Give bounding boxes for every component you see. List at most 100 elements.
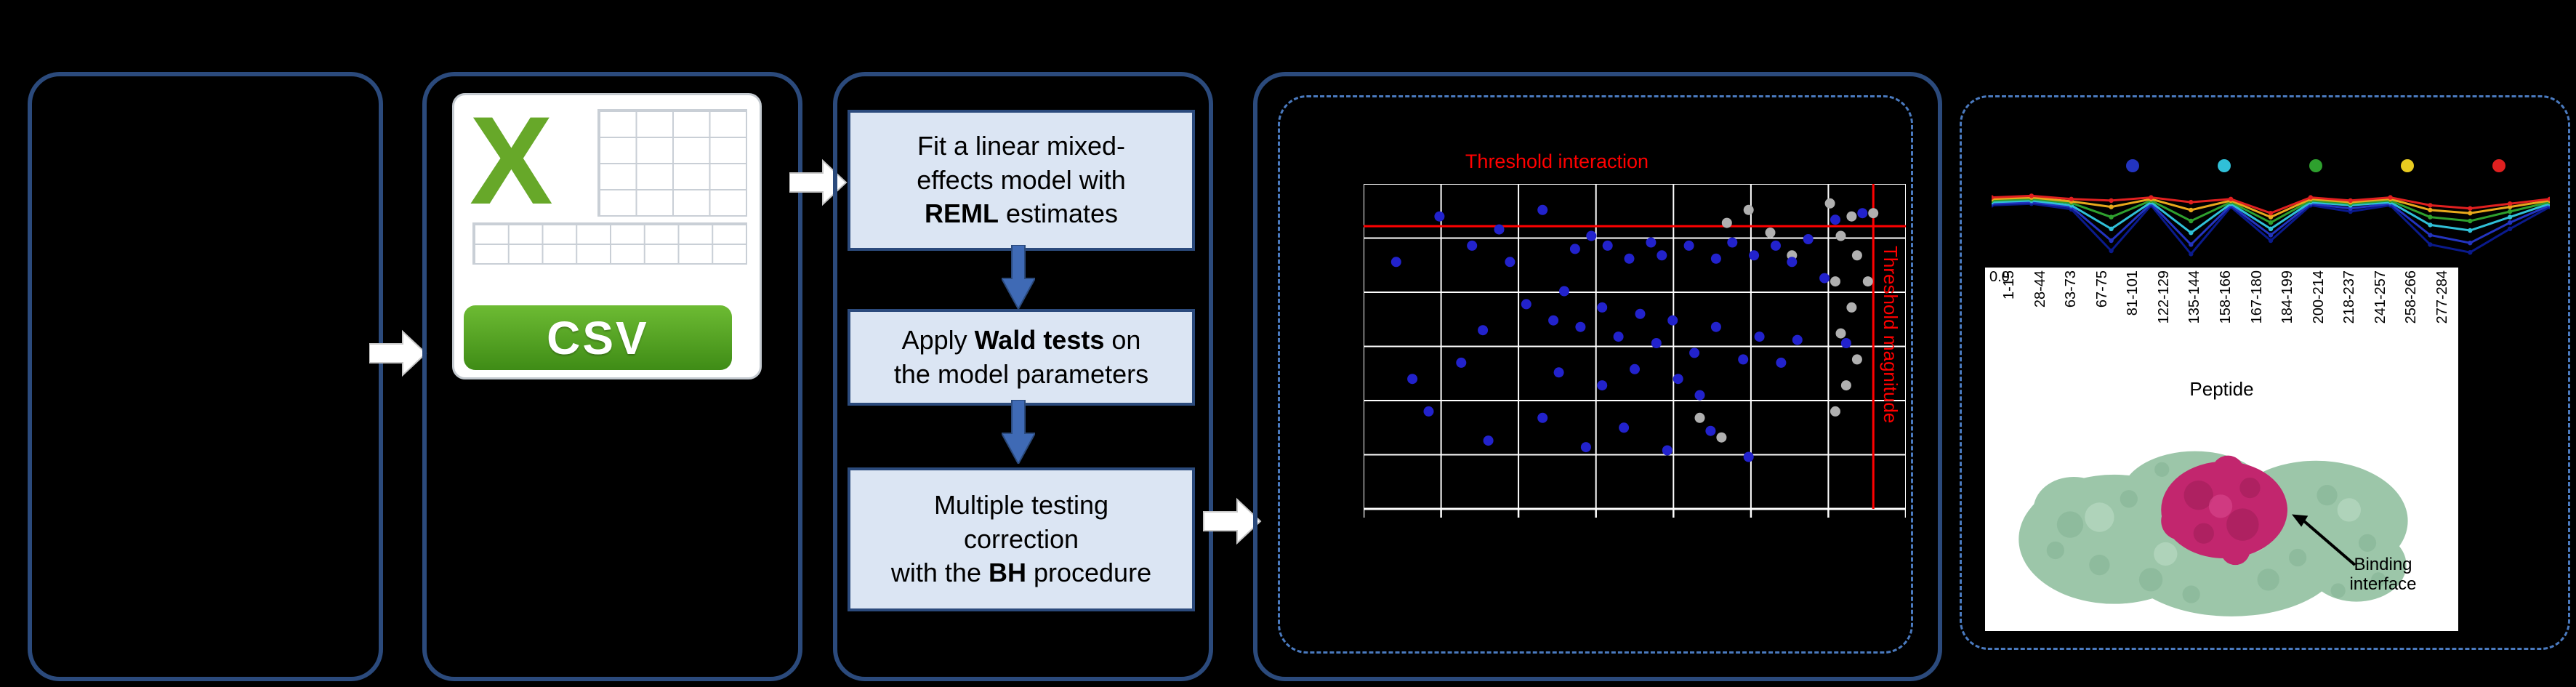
volcano-plot: Threshold interaction Threshold magnitud…	[1362, 150, 1907, 520]
series-point	[2468, 228, 2473, 233]
series-point	[2428, 233, 2433, 238]
scatter-point-gray	[1835, 328, 1846, 339]
series-point	[1992, 195, 1995, 200]
legend-dot	[2401, 159, 2414, 172]
peptide-tick-label: 28-44	[2032, 270, 2048, 308]
scatter-point-gray	[1846, 302, 1857, 313]
scatter-point-gray	[1840, 380, 1851, 391]
scatter-point-gray	[1846, 211, 1857, 222]
scatter-point-gray	[1721, 217, 1732, 228]
flow-arrow-right-icon	[369, 329, 427, 377]
scatter-point-blue	[1830, 214, 1840, 225]
arrow-down-icon	[1002, 245, 1035, 309]
scatter-point-blue	[1787, 257, 1798, 268]
scatter-point-gray	[1824, 198, 1835, 209]
legend-dot	[2218, 159, 2231, 172]
series-point	[2268, 214, 2274, 220]
interpretation-dashed-frame	[1960, 95, 2570, 650]
threshold-interaction-label: Threshold interaction	[1465, 150, 1649, 172]
scatter-point-blue	[1569, 244, 1580, 254]
peptide-tick-label: 258-266	[2403, 270, 2420, 324]
scatter-point-blue	[1662, 445, 1673, 456]
series-point	[2428, 242, 2433, 247]
series-point	[2468, 241, 2473, 246]
series-point	[2149, 195, 2154, 200]
scatter-point-blue	[1407, 374, 1418, 385]
series-point	[2268, 233, 2274, 238]
series-point	[2189, 218, 2194, 224]
series-point	[2468, 218, 2473, 224]
scatter-point-blue	[1559, 286, 1569, 297]
x-axis-title: Peptide	[2189, 378, 2254, 400]
series-point	[2507, 204, 2513, 209]
series-point	[2428, 214, 2433, 220]
scatter-point-blue	[1537, 204, 1548, 215]
scatter-point-blue	[1619, 422, 1630, 433]
scatter-point-blue	[1553, 367, 1564, 378]
scatter-point-gray	[1835, 230, 1846, 241]
threshold-magnitude-label: Threshold magnitude	[1880, 246, 1901, 424]
series-point	[2507, 226, 2513, 231]
series-point	[2069, 196, 2074, 201]
scatter-point-blue	[1597, 302, 1608, 313]
scatter-point-blue	[1613, 332, 1624, 342]
peptide-tick-label: 184-199	[2279, 270, 2296, 324]
series-point	[2109, 214, 2114, 220]
scatter-point-blue	[1483, 435, 1494, 446]
scatter-point-blue	[1548, 315, 1559, 326]
scatter-point-blue	[1575, 321, 1586, 332]
series-point	[2468, 206, 2473, 211]
peptide-tick-label: 122-129	[2155, 270, 2172, 324]
scatter-point-blue	[1580, 442, 1591, 453]
scatter-point-blue	[1727, 237, 1738, 248]
scatter-point-blue	[1521, 299, 1531, 310]
scatter-point-blue	[1673, 374, 1683, 385]
series-point	[2189, 252, 2194, 257]
scatter-point-blue	[1803, 234, 1814, 244]
volcano-dashed-frame	[1278, 95, 1913, 654]
series-point	[2268, 238, 2274, 244]
scatter-point-blue	[1667, 315, 1678, 326]
scatter-point-blue	[1651, 338, 1662, 348]
spreadsheet-grid-icon	[597, 109, 747, 217]
series-point	[2348, 198, 2353, 204]
series-point	[2468, 211, 2473, 216]
series-point	[2468, 250, 2473, 255]
scatter-point-blue	[1776, 357, 1787, 368]
peptide-tick-label: 67-75	[2093, 270, 2110, 308]
scatter-point-gray	[1830, 406, 1840, 417]
scatter-point-blue	[1505, 257, 1516, 268]
scatter-point-blue	[1683, 240, 1694, 251]
scatter-point-gray	[1765, 228, 1776, 238]
scatter-point-gray	[1830, 276, 1840, 287]
series-point	[2109, 248, 2114, 254]
series-point	[2507, 209, 2513, 214]
scatter-point-blue	[1456, 357, 1467, 368]
scatter-point-blue	[1743, 451, 1754, 462]
uptake-line-chart	[1992, 193, 2550, 257]
scatter-point-blue	[1602, 240, 1613, 251]
scatter-point-blue	[1694, 390, 1705, 401]
scatter-point-blue	[1705, 425, 1716, 436]
series-point	[2428, 222, 2433, 228]
series-point	[2109, 226, 2114, 231]
binding-interface-arrow-icon	[2292, 514, 2356, 566]
csv-label: CSV	[547, 311, 649, 364]
series-point	[2189, 199, 2194, 205]
series-point	[2507, 214, 2513, 220]
scatter-point-blue	[1646, 237, 1657, 248]
series-point	[2268, 226, 2274, 231]
spreadsheet-grid-icon	[472, 222, 747, 265]
series-point	[2428, 207, 2433, 213]
scatter-point-blue	[1630, 363, 1640, 374]
scatter-point-gray	[1716, 432, 1727, 443]
flow-arrow-right-icon	[1203, 497, 1262, 545]
scatter-point-blue	[1467, 240, 1478, 251]
series-point	[2547, 196, 2550, 201]
peptide-tick-label: 218-237	[2341, 270, 2358, 324]
peptide-tick-label: 135-144	[2186, 270, 2203, 324]
excel-x-glyph: X	[470, 91, 553, 231]
scatter-point-gray	[1851, 250, 1862, 261]
timepoint-legend	[1992, 159, 2550, 172]
